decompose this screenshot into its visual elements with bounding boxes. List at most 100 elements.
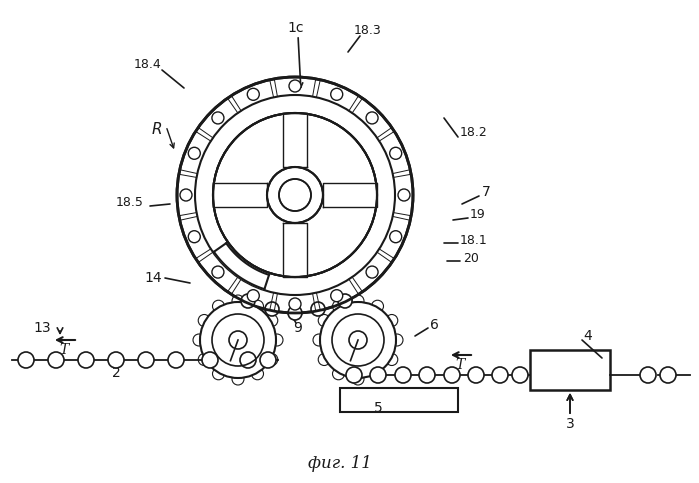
Text: 4: 4 <box>584 329 592 343</box>
Circle shape <box>371 368 384 380</box>
Circle shape <box>241 294 255 308</box>
Circle shape <box>267 167 323 223</box>
Circle shape <box>213 113 377 277</box>
Circle shape <box>352 373 364 385</box>
Circle shape <box>313 334 325 346</box>
Text: 1c: 1c <box>288 21 304 35</box>
Circle shape <box>252 368 264 380</box>
Text: T: T <box>59 343 69 357</box>
Circle shape <box>229 331 247 349</box>
Circle shape <box>260 352 276 368</box>
Text: 18.5: 18.5 <box>116 196 144 209</box>
Text: 14: 14 <box>145 271 162 285</box>
Circle shape <box>266 314 278 327</box>
Circle shape <box>232 373 244 385</box>
Circle shape <box>398 189 410 201</box>
Text: 18.2: 18.2 <box>460 127 488 140</box>
Circle shape <box>346 367 362 383</box>
Circle shape <box>349 331 367 349</box>
Circle shape <box>366 266 378 278</box>
Circle shape <box>279 179 311 211</box>
Circle shape <box>333 300 345 312</box>
Circle shape <box>338 294 352 308</box>
Circle shape <box>320 302 396 378</box>
Circle shape <box>271 334 283 346</box>
Polygon shape <box>214 243 269 289</box>
Text: 18.4: 18.4 <box>134 58 162 71</box>
Text: 13: 13 <box>33 321 51 335</box>
Text: 6: 6 <box>430 318 439 332</box>
Circle shape <box>370 367 386 383</box>
Circle shape <box>311 302 325 316</box>
Text: 2: 2 <box>112 366 120 380</box>
Circle shape <box>331 290 343 302</box>
Circle shape <box>48 352 64 368</box>
Circle shape <box>232 295 244 307</box>
Circle shape <box>252 300 264 312</box>
Circle shape <box>390 231 402 243</box>
Circle shape <box>444 367 460 383</box>
Circle shape <box>108 352 124 368</box>
Circle shape <box>177 77 413 313</box>
Circle shape <box>366 112 378 124</box>
Circle shape <box>180 189 192 201</box>
Bar <box>340 388 458 412</box>
Circle shape <box>468 367 484 383</box>
Circle shape <box>318 354 330 366</box>
Text: T: T <box>455 358 465 372</box>
Circle shape <box>640 367 656 383</box>
Circle shape <box>391 334 403 346</box>
Polygon shape <box>213 183 267 207</box>
Circle shape <box>331 88 343 100</box>
Circle shape <box>492 367 508 383</box>
Text: 3: 3 <box>565 417 575 431</box>
Polygon shape <box>323 183 377 207</box>
Polygon shape <box>283 113 307 167</box>
Circle shape <box>289 80 301 92</box>
Circle shape <box>390 147 402 159</box>
Circle shape <box>188 231 201 243</box>
Circle shape <box>18 352 34 368</box>
Text: 18.3: 18.3 <box>354 24 382 37</box>
Text: 12: 12 <box>244 354 260 367</box>
Circle shape <box>371 300 384 312</box>
Text: 20: 20 <box>463 252 479 265</box>
Text: фиг. 11: фиг. 11 <box>308 455 372 471</box>
Circle shape <box>288 306 302 320</box>
Text: 18.1: 18.1 <box>460 233 488 246</box>
Circle shape <box>395 367 411 383</box>
Circle shape <box>212 266 224 278</box>
Bar <box>530 350 610 390</box>
Text: 5: 5 <box>374 401 382 415</box>
Text: R: R <box>152 123 162 138</box>
Circle shape <box>199 314 210 327</box>
Circle shape <box>660 367 676 383</box>
Circle shape <box>212 368 224 380</box>
Circle shape <box>386 354 398 366</box>
Circle shape <box>386 314 398 327</box>
Circle shape <box>199 354 210 366</box>
Circle shape <box>78 352 94 368</box>
Text: 7: 7 <box>482 185 491 199</box>
Circle shape <box>212 300 224 312</box>
Text: 19: 19 <box>470 209 486 222</box>
Circle shape <box>333 368 345 380</box>
Circle shape <box>200 302 276 378</box>
Text: 9: 9 <box>294 321 303 335</box>
Circle shape <box>193 334 205 346</box>
Circle shape <box>352 295 364 307</box>
Polygon shape <box>283 223 307 277</box>
Circle shape <box>247 88 259 100</box>
Circle shape <box>289 298 301 310</box>
Circle shape <box>247 290 259 302</box>
Circle shape <box>168 352 184 368</box>
Circle shape <box>318 314 330 327</box>
Circle shape <box>266 354 278 366</box>
Circle shape <box>419 367 435 383</box>
Circle shape <box>265 302 279 316</box>
Circle shape <box>212 112 224 124</box>
Circle shape <box>138 352 154 368</box>
Circle shape <box>512 367 528 383</box>
Circle shape <box>202 352 218 368</box>
Circle shape <box>240 352 256 368</box>
